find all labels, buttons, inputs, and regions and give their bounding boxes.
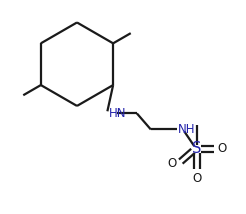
Text: S: S xyxy=(192,141,201,156)
Text: NH: NH xyxy=(178,123,195,136)
Text: HN: HN xyxy=(109,107,127,120)
Text: O: O xyxy=(192,172,201,185)
Text: O: O xyxy=(217,142,226,155)
Text: O: O xyxy=(167,157,176,170)
